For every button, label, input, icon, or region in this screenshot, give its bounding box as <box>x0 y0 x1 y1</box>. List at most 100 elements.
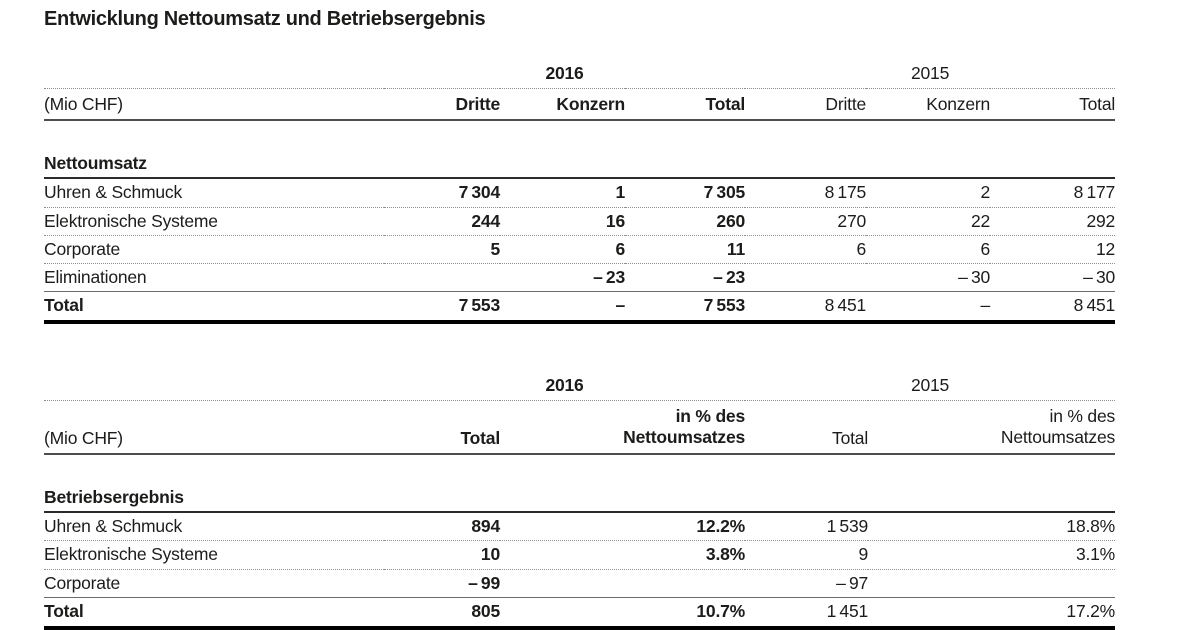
table-cell: 260 <box>625 207 745 236</box>
row-label: Corporate <box>44 235 384 264</box>
operating-result-table: 2016 2015 (Mio CHF) Total in % des Netto… <box>44 372 1115 630</box>
table-cell: 16 <box>500 207 625 236</box>
unit-label: (Mio CHF) <box>44 88 384 122</box>
column-header: in % des Nettoumsatzes <box>500 400 746 456</box>
table-cell: 3.1% <box>868 540 1115 570</box>
table-cell: 11 <box>625 235 745 264</box>
table-cell: 17.2% <box>868 596 1115 630</box>
table-cell: 9 <box>745 540 868 570</box>
row-label: Elektronische Systeme <box>44 540 384 570</box>
table-cell: 6 <box>745 235 866 264</box>
table-cell: 12.2% <box>500 512 745 542</box>
table-cell: 244 <box>384 207 500 236</box>
table-cell: 1 451 <box>745 596 868 630</box>
section-title: Nettoumsatz <box>44 150 1116 180</box>
table-cell: 6 <box>500 235 625 264</box>
table-cell: 894 <box>384 512 500 542</box>
table-cell: – 30 <box>1083 266 1116 287</box>
table-row: Corporate 5 6 11 6 6 12 <box>44 235 1115 264</box>
table-cell: – 97 <box>836 572 869 593</box>
column-header-row: (Mio CHF) Total in % des Nettoumsatzes T… <box>44 400 1116 456</box>
table-cell: 8 451 <box>990 290 1115 324</box>
empty-cell <box>44 372 384 402</box>
empty-cell <box>44 60 384 90</box>
table-cell: – <box>866 290 990 324</box>
section-header-row: Betriebsergebnis <box>44 484 1116 514</box>
table-cell: 1 <box>500 178 625 208</box>
section-header-row: Nettoumsatz <box>44 150 1116 180</box>
row-label: Total <box>44 290 384 324</box>
year-2016-label: 2016 <box>384 372 746 402</box>
row-label: Uhren & Schmuck <box>44 512 384 542</box>
column-header: in % des Nettoumsatzes <box>868 400 1116 456</box>
year-2015-label: 2015 <box>745 372 1116 402</box>
unit-label: (Mio CHF) <box>44 400 384 456</box>
table-cell: – <box>500 290 625 324</box>
table-row: Uhren & Schmuck 894 12.2% 1 539 18.8% <box>44 512 1115 542</box>
year-2016-label: 2016 <box>384 60 746 90</box>
column-header: Konzern <box>500 88 625 122</box>
table-cell: 8 175 <box>745 178 866 208</box>
year-2015-label: 2015 <box>745 60 1116 90</box>
net-sales-table: 2016 2015 (Mio CHF) Dritte Konzern Total… <box>44 60 1115 324</box>
table-cell: 10 <box>384 540 500 570</box>
table-cell: – 23 <box>593 266 625 287</box>
total-row: Total 7 553 – 7 553 8 451 – 8 451 <box>44 290 1115 324</box>
column-header: Dritte <box>745 88 866 122</box>
table-cell: 2 <box>866 178 990 208</box>
table-cell: 18.8% <box>868 512 1115 542</box>
column-header: Dritte <box>384 88 500 122</box>
table-cell: 270 <box>745 207 866 236</box>
table-cell: 3.8% <box>500 540 745 570</box>
table-cell: – 30 <box>958 266 991 287</box>
table-cell: 12 <box>990 235 1115 264</box>
column-header-row: (Mio CHF) Dritte Konzern Total Dritte Ko… <box>44 88 1115 122</box>
table-cell: 6 <box>866 235 990 264</box>
table-cell: – 99 <box>468 572 500 593</box>
column-header: Total <box>625 88 745 122</box>
table-cell: 805 <box>384 596 500 630</box>
table-row: Eliminationen – 23 – 23 – 30 – 30 <box>44 263 1115 291</box>
table-cell: 7 305 <box>625 178 745 208</box>
year-header-row: 2016 2015 <box>44 372 1116 402</box>
column-header: Total <box>745 400 868 456</box>
table-cell: – 23 <box>713 266 746 287</box>
section-title: Betriebsergebnis <box>44 484 1116 514</box>
table-cell <box>745 263 866 291</box>
table-cell: 8 177 <box>990 178 1115 208</box>
row-label: Elektronische Systeme <box>44 207 384 236</box>
spacer-row <box>44 120 1115 150</box>
table-row: Uhren & Schmuck 7 304 1 7 305 8 175 2 8 … <box>44 178 1115 208</box>
table-cell: 7 553 <box>384 290 500 324</box>
column-header: Total <box>990 88 1115 122</box>
table-cell: 7 304 <box>384 178 500 208</box>
column-header-line: Nettoumsatzes <box>623 427 746 448</box>
row-label: Corporate <box>44 572 121 593</box>
page-title: Entwicklung Nettoumsatz und Betriebserge… <box>44 8 486 30</box>
table-cell <box>868 569 1115 597</box>
column-header-line: Nettoumsatzes <box>1000 427 1116 448</box>
table-row: Elektronische Systeme 10 3.8% 9 3.1% <box>44 540 1115 570</box>
table-cell <box>500 569 745 597</box>
total-row: Total 805 10.7% 1 451 17.2% <box>44 596 1115 630</box>
table-cell: 292 <box>990 207 1115 236</box>
table-cell: 10.7% <box>500 596 745 630</box>
table-cell: 5 <box>384 235 500 264</box>
table-cell: 8 451 <box>745 290 866 324</box>
table-cell: 1 539 <box>745 512 868 542</box>
column-header-line: in % des <box>675 406 746 427</box>
table-cell: 7 553 <box>625 290 745 324</box>
year-header-row: 2016 2015 <box>44 60 1116 90</box>
table-cell: 22 <box>866 207 990 236</box>
row-label: Eliminationen <box>44 266 147 287</box>
column-header: Total <box>384 400 500 456</box>
row-label: Total <box>44 596 384 630</box>
column-header: Konzern <box>866 88 990 122</box>
table-row: Elektronische Systeme 244 16 260 270 22 … <box>44 207 1115 236</box>
table-cell <box>384 263 500 291</box>
row-label: Uhren & Schmuck <box>44 178 384 208</box>
column-header-line: in % des <box>1049 406 1116 427</box>
table-row: Corporate – 99 – 97 <box>44 569 1115 597</box>
spacer-row <box>44 454 1115 484</box>
